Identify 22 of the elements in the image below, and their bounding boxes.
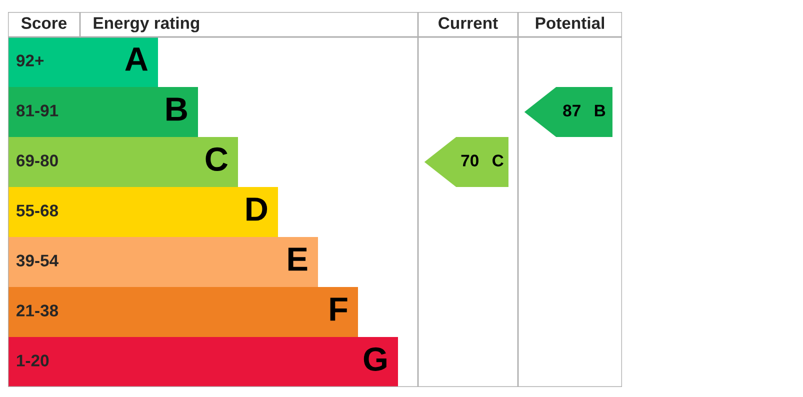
text: Potential	[536, 16, 604, 29]
text: D	[246, 198, 268, 221]
text: Current	[438, 17, 498, 29]
category-label: 55-68	[16, 204, 58, 216]
data-label: 70	[461, 154, 478, 166]
text: C	[206, 147, 228, 171]
text: Energy rating	[94, 16, 200, 32]
category-label: 81-91	[16, 104, 58, 116]
category-label: 21-38	[16, 304, 58, 316]
text: C	[492, 154, 504, 166]
text: Score	[21, 17, 67, 29]
category-label: 92+	[16, 54, 44, 66]
category-label: 39-54	[16, 254, 58, 266]
text: B	[166, 98, 187, 121]
text: B	[594, 104, 606, 116]
category-label: 69-80	[16, 154, 58, 166]
text: F	[330, 298, 348, 321]
text: E	[288, 248, 308, 271]
data-label: 87	[563, 104, 580, 116]
text: G	[364, 347, 386, 371]
text: A	[125, 48, 148, 71]
category-label: 1-20	[17, 354, 49, 366]
